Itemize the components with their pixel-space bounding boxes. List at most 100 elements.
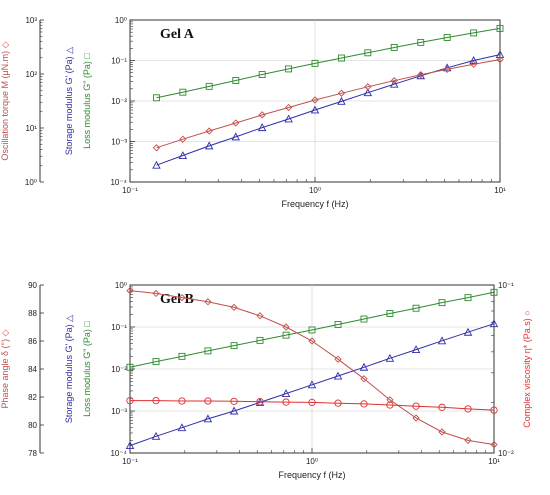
data-point-square — [386, 310, 394, 317]
loss-modulus-axis-label: Loss modulus G" (Pa) □ — [82, 53, 92, 149]
series-line — [156, 59, 501, 149]
storage-modulus-axis-label-part-0: Storage modulus G' (Pa) △ — [64, 315, 74, 423]
data-point-circle — [126, 396, 134, 405]
data-point-triangle — [389, 79, 399, 88]
data-point-square — [308, 326, 316, 334]
data-point-diamond — [334, 355, 342, 363]
data-point-triangle — [333, 371, 343, 380]
data-point-diamond — [464, 436, 472, 445]
data-point-square — [470, 29, 478, 37]
data-point-square — [205, 82, 213, 90]
data-point-diamond — [230, 303, 238, 312]
modulus-tick-label: 10⁰ — [115, 16, 127, 25]
x-tick-label: 10⁰ — [306, 457, 318, 466]
data-point-diamond — [496, 55, 504, 64]
data-point-diamond — [282, 323, 290, 331]
data-point-diamond — [390, 77, 398, 85]
modulus-tick-label: 10⁻⁴ — [110, 449, 127, 458]
x-tick-label: 10⁻¹ — [122, 457, 138, 466]
outer-axis-label-part-0: Oscillation torque M (μN.m) ◇ — [0, 41, 10, 160]
x-axis-label: Frequency f (Hz) — [278, 470, 345, 480]
modulus-tick-label: 10⁰ — [115, 281, 127, 290]
data-point-diamond — [417, 71, 425, 79]
modulus-tick-label: 10⁻³ — [111, 407, 127, 416]
data-point-circle — [178, 397, 186, 405]
data-point-triangle — [337, 96, 346, 105]
series-diamond — [152, 55, 504, 152]
right-axis-label-part-0: Complex viscosity η* (Pa.s) ○ — [522, 310, 532, 427]
data-point-square — [438, 299, 446, 307]
data-point-circle — [464, 405, 472, 413]
x-axis-label: Frequency f (Hz) — [281, 199, 348, 209]
outer-axis-tick-label: 10² — [25, 70, 37, 79]
data-point-triangle — [178, 151, 188, 159]
data-point-circle — [438, 403, 446, 411]
data-point-square — [443, 34, 451, 41]
data-point-square — [204, 347, 212, 355]
data-point-diamond — [152, 144, 161, 152]
outer-axis-tick-label: 10¹ — [25, 124, 37, 133]
modulus-tick-label: 10⁻² — [111, 365, 127, 374]
data-point-triangle — [231, 132, 241, 141]
data-point-diamond — [258, 111, 266, 119]
data-point-triangle — [125, 441, 135, 450]
data-point-diamond — [386, 396, 394, 404]
outer-axis-tick-label: 88 — [28, 309, 37, 318]
data-point-square — [153, 94, 160, 102]
data-point-triangle — [284, 114, 293, 123]
modulus-tick-label: 10⁻¹ — [111, 57, 127, 66]
data-point-square — [179, 88, 187, 96]
modulus-tick-label: 10⁻¹ — [111, 323, 127, 332]
data-point-diamond — [438, 428, 446, 436]
outer-axis-tick-label: 78 — [28, 449, 37, 458]
data-point-square — [258, 71, 266, 78]
modulus-tick-label: 10⁻² — [111, 97, 127, 106]
data-point-square — [285, 65, 293, 73]
outer-axis-tick-label: 82 — [28, 393, 37, 402]
data-point-square — [490, 288, 498, 296]
data-point-triangle — [363, 88, 373, 97]
data-point-diamond — [256, 312, 264, 320]
data-point-diamond — [152, 289, 160, 298]
data-point-triangle — [359, 362, 369, 371]
data-point-diamond — [311, 96, 319, 104]
data-point-circle — [412, 402, 420, 410]
series-diamond — [126, 286, 498, 449]
series-line — [156, 54, 501, 166]
data-point-square — [230, 342, 238, 350]
series-line — [156, 27, 501, 99]
right-axis-tick-label: 10⁻² — [498, 449, 514, 458]
data-point-diamond — [232, 119, 240, 127]
data-point-triangle — [310, 105, 320, 114]
data-point-square — [364, 49, 372, 57]
data-point-square — [360, 315, 368, 323]
data-point-circle — [360, 400, 368, 408]
data-point-triangle — [385, 353, 395, 362]
series-line — [129, 290, 495, 446]
outer-axis-tick-label: 10³ — [25, 16, 37, 25]
outer-axis-tick-label: 10⁰ — [25, 178, 37, 187]
data-point-circle — [334, 399, 342, 407]
data-point-circle — [204, 397, 212, 405]
data-point-triangle — [204, 141, 214, 150]
series-line — [129, 323, 495, 447]
loss-modulus-axis-label: Loss modulus G" (Pa) □ — [82, 321, 92, 417]
panel-label: Gel B — [160, 292, 194, 307]
data-point-triangle — [469, 56, 478, 64]
data-point-square — [338, 54, 345, 62]
right-axis-label: Complex viscosity η* (Pa.s) ○ — [522, 310, 532, 427]
outer-axis-label-part-0: Phase angle δ (°) ◇ — [0, 329, 10, 408]
data-point-square — [412, 304, 420, 312]
data-point-square — [417, 38, 425, 46]
x-tick-label: 10¹ — [488, 457, 500, 466]
data-point-triangle — [411, 345, 421, 354]
data-point-diamond — [360, 375, 368, 383]
data-point-triangle — [437, 336, 447, 345]
outer-axis-label: Oscillation torque M (μN.m) ◇ — [0, 41, 10, 160]
series-square — [153, 24, 504, 102]
data-point-triangle — [495, 50, 505, 59]
data-point-square — [311, 59, 319, 67]
data-point-triangle — [257, 123, 267, 132]
storage-modulus-axis-label-part-0: Storage modulus G' (Pa) △ — [64, 47, 74, 155]
data-point-diamond — [179, 135, 187, 143]
